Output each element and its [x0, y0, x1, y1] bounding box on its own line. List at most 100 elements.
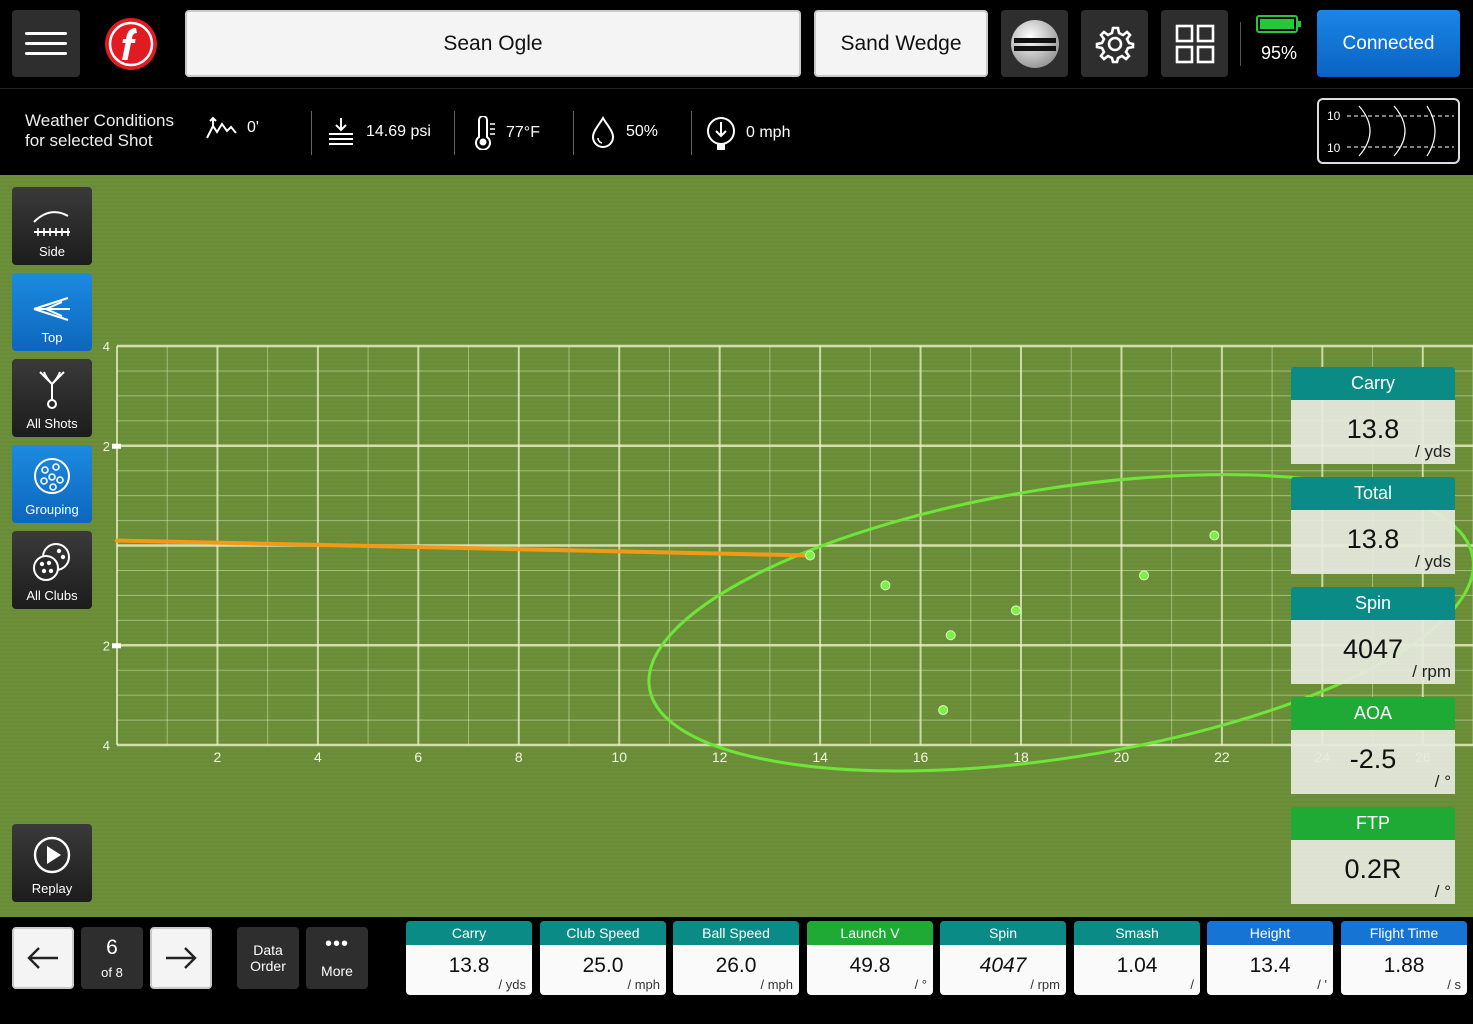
- more-button[interactable]: ••• More: [306, 927, 368, 989]
- replay-label: Replay: [31, 881, 73, 896]
- top-view-button[interactable]: Top: [12, 273, 92, 351]
- mini-map-graphic: [1347, 105, 1454, 157]
- altitude-item: 0': [205, 116, 259, 140]
- y-tick-label: 4: [103, 339, 110, 354]
- wind-value: 0 mph: [746, 124, 791, 141]
- metric-card-unit: / °: [1434, 882, 1451, 901]
- shot-of: of 8: [101, 965, 123, 980]
- metric-card-value: 13.8: [1346, 524, 1400, 554]
- weather-title-line2: for selected Shot: [25, 131, 153, 150]
- y-tick-label: 2: [103, 638, 110, 653]
- bottom-stat-unit: / s: [1447, 977, 1461, 992]
- x-tick-label: 6: [414, 749, 422, 765]
- metric-card-spin[interactable]: Spin 4047 / rpm: [1291, 587, 1455, 684]
- y-tick-label: 4: [103, 738, 110, 753]
- all-shots-icon: [39, 371, 65, 409]
- metric-card-label: Total: [1291, 477, 1455, 510]
- previous-shot-button[interactable]: [12, 927, 74, 989]
- bottom-stat-label: Spin: [940, 921, 1066, 945]
- side-view-icon: [33, 211, 70, 236]
- bottom-stat-club-speed[interactable]: Club Speed 25.0/ mph: [540, 921, 666, 995]
- club-select-button[interactable]: Sand Wedge: [814, 10, 988, 77]
- pressure-item: 14.69 psi: [326, 116, 431, 148]
- data-order-line1: Data: [253, 942, 283, 958]
- menu-button[interactable]: [12, 10, 80, 77]
- more-dots-icon: •••: [324, 933, 349, 955]
- all-shots-button[interactable]: All Shots: [12, 359, 92, 437]
- layout-grid-button[interactable]: [1161, 10, 1228, 77]
- all-clubs-button[interactable]: All Clubs: [12, 531, 92, 609]
- metric-card-label: AOA: [1291, 697, 1455, 730]
- bottom-stat-carry[interactable]: Carry 13.8 / yds: [406, 921, 532, 995]
- metric-card-carry[interactable]: Carry 13.8 / yds: [1291, 367, 1455, 464]
- metric-card-value: -2.5: [1349, 744, 1397, 774]
- all-shots-label: All Shots: [26, 416, 78, 431]
- separator: [311, 111, 312, 155]
- metric-card-ftp[interactable]: FTP 0.2R / °: [1291, 807, 1455, 904]
- side-view-label: Side: [38, 244, 66, 259]
- y-tick-label: 2: [103, 439, 110, 454]
- shot-point: [880, 580, 891, 591]
- all-clubs-label: All Clubs: [26, 588, 78, 603]
- metric-card-unit: / yds: [1415, 442, 1451, 461]
- golf-ball-icon: [1010, 19, 1059, 68]
- bottom-stat-spin[interactable]: Spin 4047/ rpm: [940, 921, 1066, 995]
- grouping-label: Grouping: [25, 502, 79, 517]
- weather-bar: Weather Conditions for selected Shot 0' …: [0, 88, 1473, 175]
- bottom-stat-ball-speed[interactable]: Ball Speed 26.0/ mph: [673, 921, 799, 995]
- mini-map-button[interactable]: 10 10: [1317, 98, 1460, 164]
- metric-card-aoa[interactable]: AOA -2.5 / °: [1291, 697, 1455, 794]
- bottom-stat-value: 26.0: [715, 954, 757, 977]
- metric-card-total[interactable]: Total 13.8 / yds: [1291, 477, 1455, 574]
- shot-number: 6: [106, 936, 118, 959]
- x-tick-label: 20: [1114, 749, 1130, 765]
- top-view-icon: [33, 297, 70, 321]
- y-axis-marker: [112, 643, 121, 649]
- player-name-button[interactable]: Sean Ogle: [185, 10, 801, 77]
- bottom-stat-launch-v[interactable]: Launch V 49.8 / °: [807, 921, 933, 995]
- data-order-button[interactable]: Data Order: [237, 927, 299, 989]
- bottom-bar: 6 of 8 Data Order ••• More Carry 13.8 / y…: [0, 917, 1473, 1024]
- ball-type-button[interactable]: [1001, 10, 1068, 77]
- arrow-left-icon: [27, 947, 58, 969]
- bottom-stat-height[interactable]: Height 13.4 / ': [1207, 921, 1333, 995]
- bottom-stat-smash[interactable]: Smash 1.04 /: [1074, 921, 1200, 995]
- grouping-button[interactable]: Grouping: [12, 445, 92, 523]
- connection-label: Connected: [1342, 32, 1435, 54]
- humidity-value: 50%: [626, 123, 659, 140]
- bottom-stat-value: 25.0: [582, 954, 624, 977]
- metric-card-value: 13.8: [1346, 414, 1400, 444]
- shot-point: [1010, 605, 1021, 616]
- battery-icon: [1256, 15, 1301, 33]
- x-tick-label: 12: [712, 749, 728, 765]
- x-tick-label: 22: [1214, 749, 1230, 765]
- battery-percent: 95%: [1260, 43, 1298, 63]
- next-shot-button[interactable]: [150, 927, 212, 989]
- mini-map-top-label: 10: [1327, 109, 1341, 123]
- bottom-stat-label: Flight Time: [1341, 921, 1467, 945]
- y-axis-marker: [112, 443, 121, 449]
- connection-button[interactable]: Connected: [1317, 10, 1460, 77]
- bottom-stat-label: Smash: [1074, 921, 1200, 945]
- shot-counter: 6 of 8: [81, 927, 143, 989]
- x-tick-label: 16: [913, 749, 929, 765]
- metric-card-value: 4047: [1342, 634, 1404, 664]
- separator: [573, 111, 574, 155]
- weather-title: Weather Conditions for selected Shot: [25, 111, 174, 151]
- bottom-stat-flight-time[interactable]: Flight Time 1.88 / s: [1341, 921, 1467, 995]
- settings-button[interactable]: [1081, 10, 1148, 77]
- mini-map-bottom-label: 10: [1327, 141, 1341, 155]
- player-name: Sean Ogle: [443, 31, 543, 55]
- side-view-button[interactable]: Side: [12, 187, 92, 265]
- top-view-chart: 42242468101214161820222426: [103, 339, 1473, 773]
- bottom-stat-unit: / °: [914, 977, 927, 992]
- x-tick-label: 2: [214, 749, 222, 765]
- play-icon: [33, 836, 71, 874]
- x-tick-label: 14: [812, 749, 828, 765]
- replay-button[interactable]: Replay: [12, 824, 92, 902]
- bottom-stat-unit: / mph: [760, 977, 793, 992]
- club-name: Sand Wedge: [840, 31, 962, 55]
- range-view: 42242468101214161820222426 Side Top All …: [0, 175, 1473, 917]
- more-label: More: [321, 963, 353, 979]
- bottom-stat-label: Height: [1207, 921, 1333, 945]
